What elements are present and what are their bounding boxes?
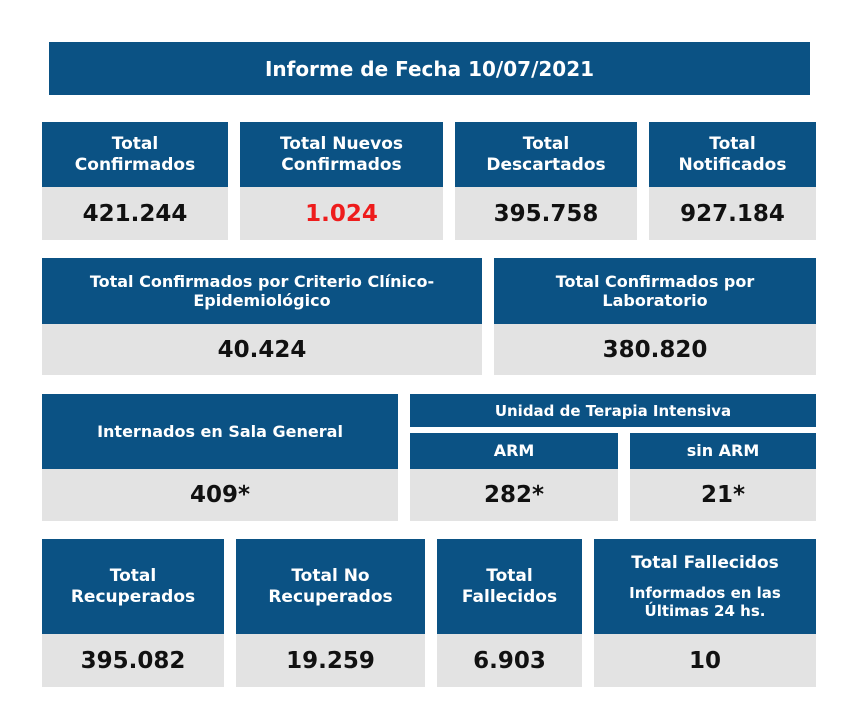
- confirmados-criterio-clinico-value: 40.424: [42, 324, 482, 375]
- fallecidos-24hs-label-top: Total Fallecidos: [631, 553, 779, 574]
- confirmados-laboratorio-value: 380.820: [494, 324, 816, 375]
- sin-arm-value: 21*: [630, 469, 816, 521]
- total-confirmados-value: 421.244: [42, 187, 228, 240]
- total-nuevos-confirmados-value: 1.024: [240, 187, 443, 240]
- confirmados-criterio-clinico-label: Total Confirmados por Criterio Clínico- …: [42, 258, 482, 324]
- total-descartados-value: 395.758: [455, 187, 637, 240]
- total-descartados-label: Total Descartados: [455, 122, 637, 187]
- confirmados-laboratorio-label: Total Confirmados por Laboratorio: [494, 258, 816, 324]
- total-confirmados-label: Total Confirmados: [42, 122, 228, 187]
- sin-arm-label: sin ARM: [630, 433, 816, 469]
- total-notificados-value: 927.184: [649, 187, 816, 240]
- total-no-recuperados-label: Total No Recuperados: [236, 539, 425, 634]
- total-recuperados-label: Total Recuperados: [42, 539, 224, 634]
- arm-value: 282*: [410, 469, 618, 521]
- sala-general-label: Internados en Sala General: [42, 394, 398, 469]
- total-recuperados-value: 395.082: [42, 634, 224, 687]
- sala-general-value: 409*: [42, 469, 398, 521]
- fallecidos-24hs-header: Total Fallecidos Informados en las Últim…: [594, 539, 816, 634]
- total-fallecidos-label: Total Fallecidos: [437, 539, 582, 634]
- total-fallecidos-value: 6.903: [437, 634, 582, 687]
- uti-title: Unidad de Terapia Intensiva: [410, 394, 816, 427]
- total-nuevos-confirmados-label: Total Nuevos Confirmados: [240, 122, 443, 187]
- fallecidos-24hs-value: 10: [594, 634, 816, 687]
- fallecidos-24hs-label-bottom: Informados en las Últimas 24 hs.: [629, 583, 781, 620]
- report-title: Informe de Fecha 10/07/2021: [49, 42, 810, 95]
- total-no-recuperados-value: 19.259: [236, 634, 425, 687]
- total-notificados-label: Total Notificados: [649, 122, 816, 187]
- arm-label: ARM: [410, 433, 618, 469]
